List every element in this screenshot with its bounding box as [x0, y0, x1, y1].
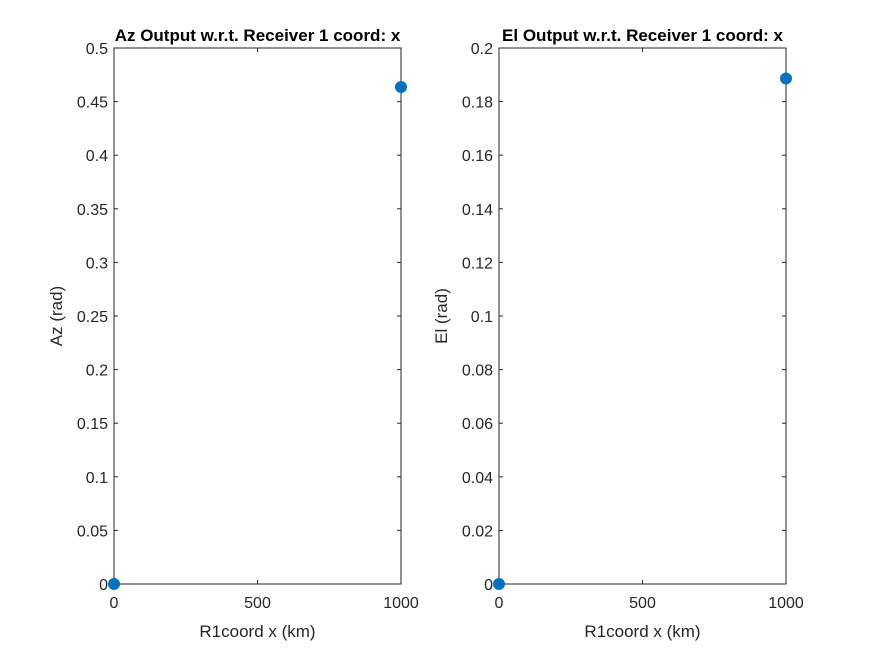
chart-2-ytick-label: 0.12	[462, 255, 493, 272]
chart-1-ytick-label: 0.4	[86, 148, 108, 165]
chart-2-xtick-label: 0	[495, 595, 504, 612]
chart-1-ytick-label: 0.1	[86, 470, 108, 487]
chart-1-ytick-label: 0	[99, 577, 108, 594]
chart-1-data-point	[108, 578, 120, 590]
chart-2-axes-box	[498, 47, 787, 585]
chart-1-xtick-label: 1000	[383, 595, 419, 612]
chart-1-ytick-label: 0.35	[77, 202, 108, 219]
chart-2-xtick-label: 500	[629, 595, 656, 612]
chart-2: 0 0.02 0.04 0.06 0.08 0.1 0.12 0.14 0.16 0.18 0.2 0…	[432, 26, 804, 641]
chart-2-ytick-label: 0.14	[462, 202, 493, 219]
chart-2-ytick-label: 0	[484, 577, 493, 594]
chart-1-xlabel: R1coord x (km)	[199, 622, 315, 641]
chart-2-ytick-label: 0.08	[462, 363, 493, 380]
chart-2-ytick-label: 0.02	[462, 523, 493, 540]
chart-1: 0 0.05 0.1 0.15 0.2 0.25 0.3 0.35 0.4 0.45 0.5 0 500…	[47, 26, 419, 641]
chart-1-ytick-label: 0.05	[77, 523, 108, 540]
chart-2-data-point	[493, 578, 505, 590]
chart-2-ylabel: El (rad)	[432, 288, 451, 344]
chart-2-ytick-label: 0.16	[462, 148, 493, 165]
chart-1-data-point	[395, 81, 407, 94]
chart-1-ytick-label: 0.5	[86, 41, 108, 58]
chart-2-xtick-label: 1000	[768, 595, 804, 612]
chart-2-xlabel: R1coord x (km)	[584, 622, 700, 641]
chart-2-data-point	[780, 72, 792, 85]
chart-1-ytick-label: 0.25	[77, 309, 108, 326]
chart-1-xtick-label: 0	[110, 595, 119, 612]
chart-1-ytick-label: 0.15	[77, 416, 108, 433]
chart-2-ytick-label: 0.18	[462, 95, 493, 112]
chart-2-title: El Output w.r.t. Receiver 1 coord: x	[502, 26, 783, 45]
chart-2-ytick-label: 0.06	[462, 416, 493, 433]
chart-1-axes-box	[113, 47, 402, 585]
chart-1-title: Az Output w.r.t. Receiver 1 coord: x	[115, 26, 401, 45]
chart-1-ylabel: Az (rad)	[47, 286, 66, 346]
chart-2-ytick-label: 0.04	[462, 470, 493, 487]
chart-1-ytick-label: 0.45	[77, 95, 108, 112]
chart-1-xtick-label: 500	[244, 595, 271, 612]
chart-2-ytick-label: 0.2	[471, 41, 493, 58]
chart-1-ytick-label: 0.2	[86, 363, 108, 380]
chart-1-ytick-label: 0.3	[86, 255, 108, 272]
chart-2-ytick-label: 0.1	[471, 309, 493, 326]
